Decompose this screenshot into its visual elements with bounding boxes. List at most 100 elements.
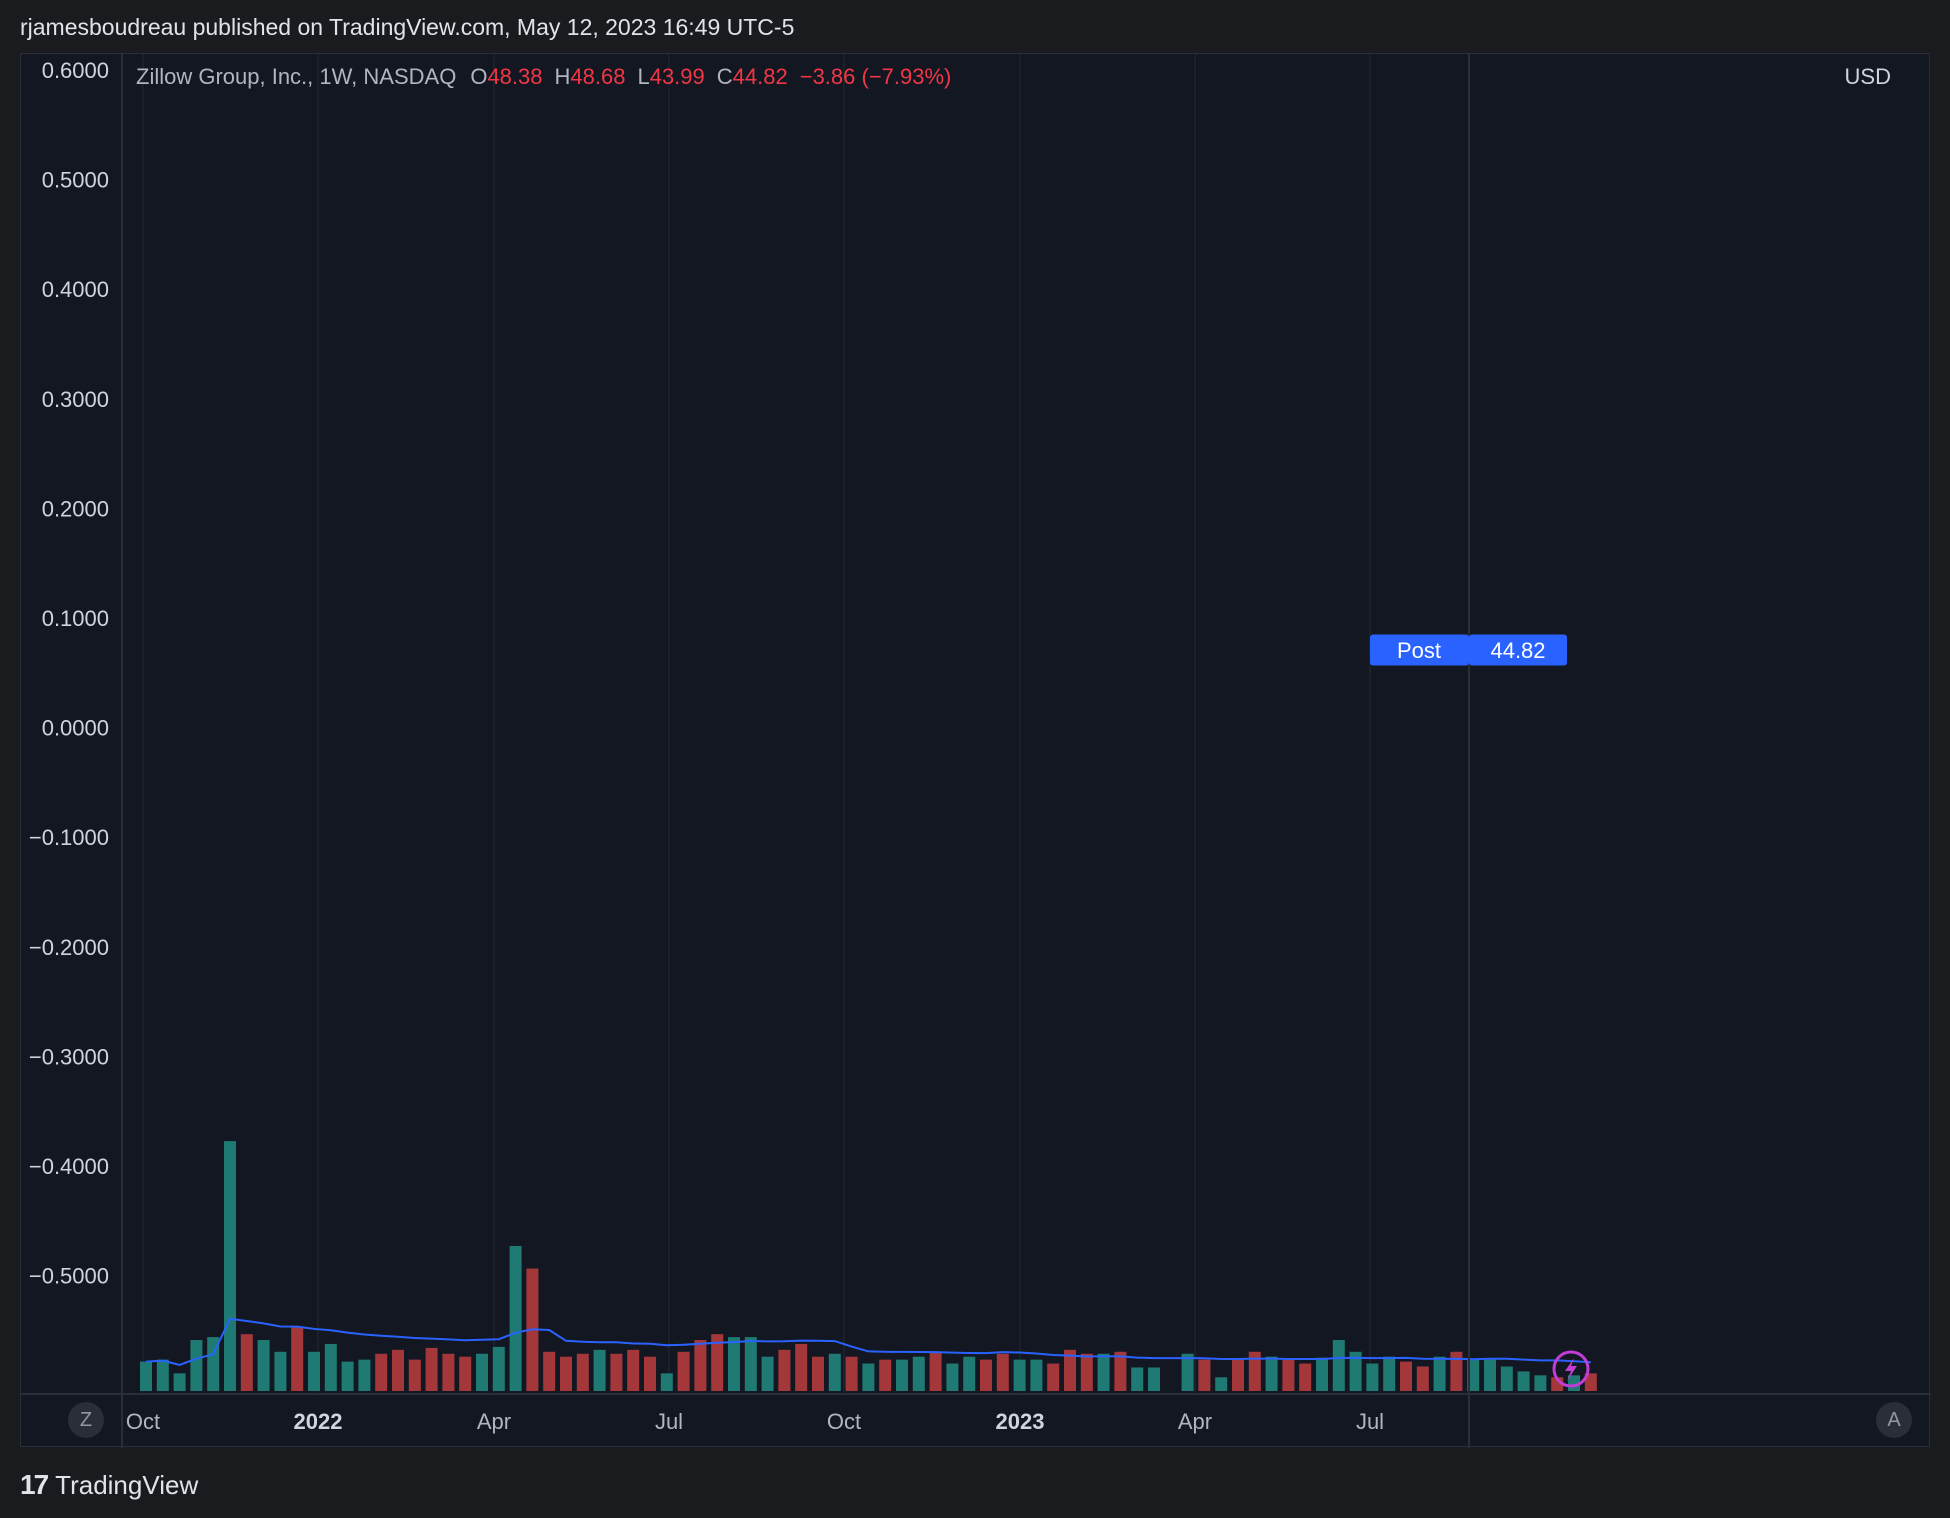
volume-bar (996, 1353, 1009, 1391)
chart-legend: Zillow Group, Inc., 1W, NASDAQ O48.38 H48… (136, 64, 951, 89)
volume-bar (862, 1363, 875, 1391)
legend-key: O (470, 64, 487, 89)
volume-bar (308, 1351, 320, 1391)
axes: 88.0080.0072.0064.5059.5053.5041.5037.50… (21, 54, 1931, 1448)
left-axis-tick-label: −0.4000 (29, 1154, 109, 1179)
volume-bar (1517, 1371, 1530, 1391)
legend-value: 48.38 (487, 64, 542, 89)
left-axis-mode-button[interactable]: Z (68, 1402, 104, 1438)
volume-bar (1484, 1359, 1496, 1391)
left-axis-tick-label: 0.1000 (42, 606, 109, 631)
volume-bar (1349, 1351, 1362, 1391)
volume-bar (795, 1343, 808, 1391)
volume-bar (1299, 1363, 1312, 1391)
left-axis-tick-label: −0.3000 (29, 1044, 109, 1069)
volume-bar (879, 1359, 892, 1391)
volume-bar (1064, 1349, 1076, 1391)
left-axis-tick-label: −0.2000 (29, 935, 109, 960)
volume-bar (1198, 1359, 1211, 1391)
publisher-header: rjamesboudreau published on TradingView.… (20, 14, 795, 40)
volume-bar (274, 1351, 287, 1391)
volume-bar (1500, 1366, 1513, 1391)
volume-bar (1383, 1356, 1396, 1391)
legend-value: 44.82 (733, 64, 788, 89)
left-axis-tick-label: 0.3000 (42, 387, 109, 412)
post-market-price-tag (1469, 634, 1567, 666)
tradingview-logo[interactable]: 17 TradingView (20, 1469, 199, 1500)
lightning-icon[interactable] (1552, 1350, 1590, 1388)
volume-bar (610, 1353, 623, 1391)
volume-bar (1114, 1351, 1127, 1391)
x-axis-tick-label: Jul (655, 1409, 683, 1434)
volume-bar (711, 1334, 724, 1391)
post-market-tag-label: Post (1397, 638, 1441, 663)
volume-bar (946, 1363, 959, 1391)
volume-bar (728, 1337, 740, 1391)
volume-bar (257, 1340, 270, 1391)
volume-bar (1282, 1359, 1295, 1391)
auto-scale-button[interactable]: A (1876, 1402, 1912, 1438)
volume-bar (492, 1346, 505, 1391)
volume-bar (1467, 1359, 1480, 1391)
chart-title: Zillow Group, Inc., 1W, NASDAQ (136, 64, 456, 89)
left-axis-tick-label: −0.5000 (29, 1264, 109, 1289)
volume-bar (644, 1356, 656, 1391)
volume-bar (627, 1349, 640, 1391)
volume-bar (240, 1334, 253, 1391)
volume-bar (156, 1359, 169, 1391)
legend-change: −3.86 (−7.93%) (800, 64, 952, 89)
legend-value: 43.99 (650, 64, 705, 89)
volume-bar (425, 1347, 438, 1391)
volume-bar (1215, 1377, 1228, 1391)
volume-bar (140, 1361, 152, 1391)
volume-bar (459, 1356, 472, 1391)
legend-key: L (637, 64, 649, 89)
volume-bar (224, 1141, 236, 1391)
volume-bar (1097, 1353, 1110, 1391)
volume-bar (560, 1356, 572, 1391)
volume-bar (929, 1351, 942, 1391)
volume-bar (576, 1353, 589, 1391)
legend-ohlc-values: O48.38 H48.68 L43.99 C44.82 −3.86 (−7.93%) (470, 64, 951, 89)
volume-bar (761, 1356, 774, 1391)
volume-bar (1534, 1375, 1547, 1391)
chart-panel[interactable]: 88.0080.0072.0064.5059.5053.5041.5037.50… (20, 53, 1931, 1448)
volume-bar (324, 1343, 337, 1391)
volume-bar (1366, 1363, 1379, 1391)
left-axis-tick-label: 0.6000 (42, 58, 109, 83)
volume-bar (1181, 1353, 1194, 1391)
x-axis-tick-label: Apr (477, 1409, 511, 1434)
volume-bar (1013, 1359, 1026, 1391)
volume-bar (358, 1359, 371, 1391)
volume-bar (980, 1359, 992, 1391)
volume-bar (778, 1349, 791, 1391)
volume-bar (1131, 1367, 1144, 1391)
volume-bar (173, 1373, 186, 1391)
left-axis-tick-label: 0.4000 (42, 277, 109, 302)
volume-bar (660, 1373, 673, 1391)
x-axis-tick-label: Apr (1178, 1409, 1212, 1434)
volume-bar (896, 1359, 908, 1391)
legend-key: H (555, 64, 571, 89)
volume-bar (190, 1340, 203, 1391)
post-market-tag (1370, 634, 1469, 666)
volume-bar (392, 1349, 404, 1391)
left-axis-tick-label: 0.5000 (42, 168, 109, 193)
currency-label: USD (1845, 64, 1891, 89)
volume-bar (291, 1327, 304, 1391)
grid-lines (142, 54, 1371, 1394)
x-axis-tick-label: 2023 (996, 1409, 1045, 1434)
volume-bar (509, 1245, 522, 1391)
price-chart[interactable]: 88.0080.0072.0064.5059.5053.5041.5037.50… (21, 54, 1931, 1448)
volume-bar (1047, 1363, 1060, 1391)
tradingview-logo-mark: 17 (20, 1469, 49, 1500)
volume-bar (593, 1349, 606, 1391)
volume-bar (1433, 1356, 1446, 1391)
volume-bar (744, 1337, 757, 1391)
volume-bar (677, 1351, 690, 1391)
volume-bar (845, 1356, 858, 1391)
tradingview-logo-text: TradingView (55, 1469, 199, 1500)
x-axis-tick-label: Oct (126, 1409, 160, 1434)
volume-bar (1584, 1373, 1597, 1391)
volume-bar (543, 1351, 556, 1391)
